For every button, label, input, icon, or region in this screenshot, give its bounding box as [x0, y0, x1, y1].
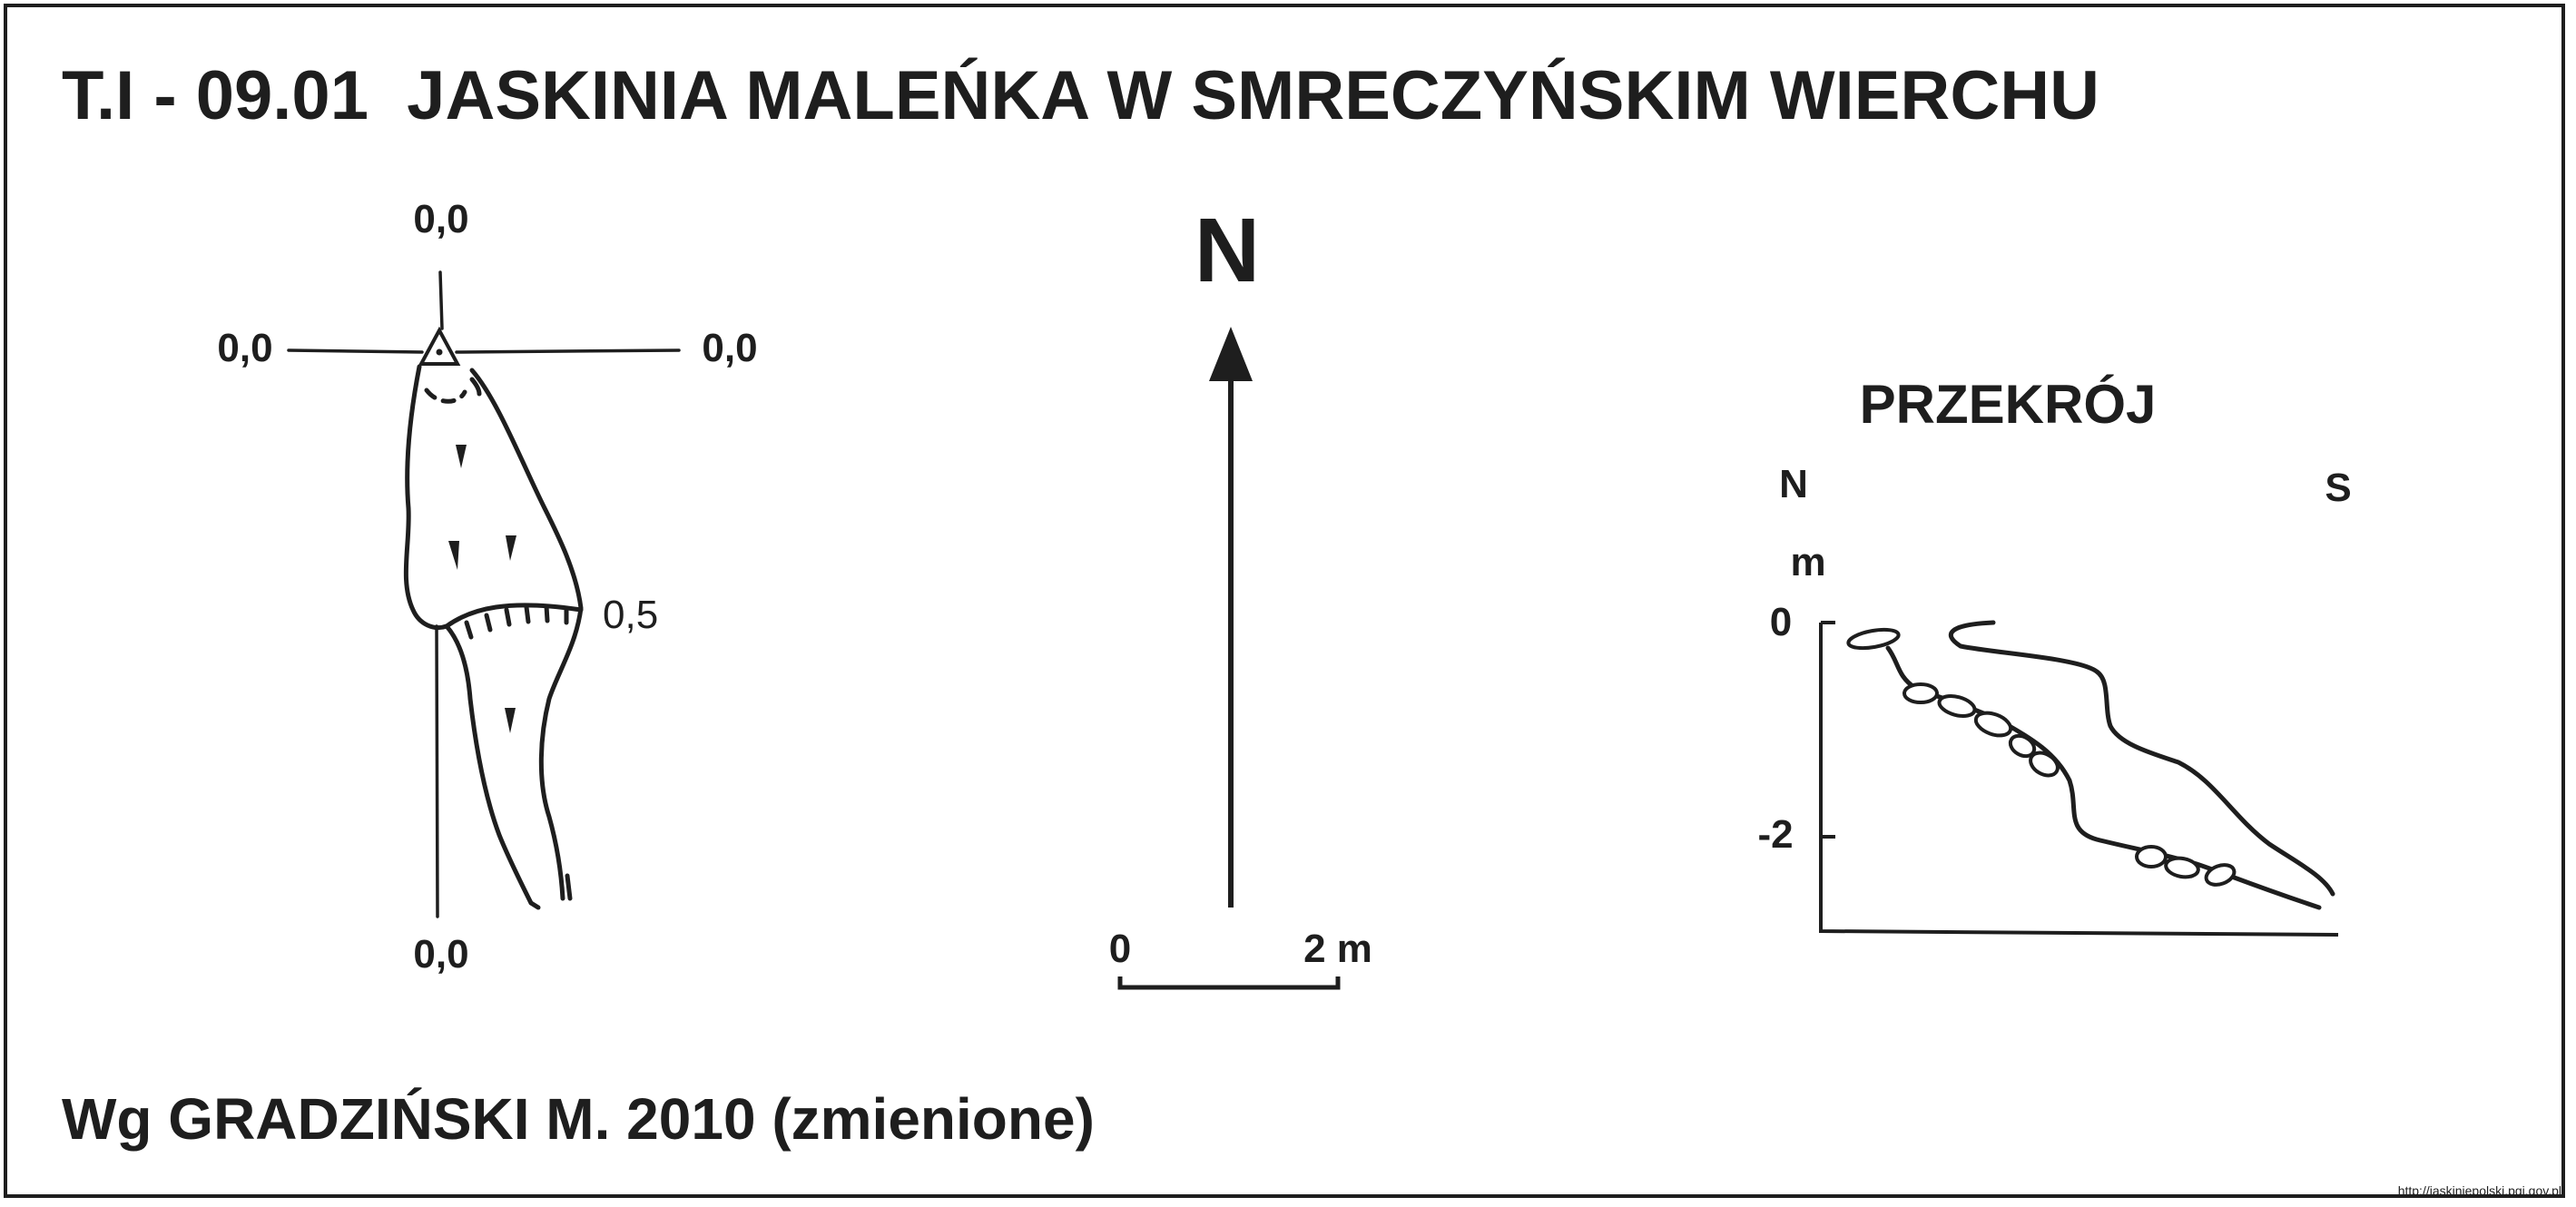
plan-label-top: 0,0	[413, 197, 468, 241]
section-dir-right: S	[2325, 466, 2351, 510]
slope-arrow-icon	[448, 541, 459, 570]
section-axes	[1819, 623, 2339, 937]
plan-label-right: 0,0	[702, 326, 757, 370]
section-boulders	[1846, 627, 2237, 887]
plan-label-left: 0,0	[217, 326, 272, 370]
plan-axis-right	[455, 348, 681, 354]
sheet-border	[4, 4, 2565, 1198]
passage-end-dash-left	[528, 900, 541, 910]
north-arrow: N	[1195, 200, 1260, 908]
entrance-drip-tick	[469, 377, 482, 397]
plan-axis-top	[438, 270, 444, 330]
north-label: N	[1195, 200, 1260, 301]
section-ceiling-line	[1948, 620, 2335, 897]
section-tick-minus2: -2	[1757, 812, 1793, 857]
plan-view: 0,0 0,0 0,0 0,0 0,5	[217, 197, 757, 976]
section-dir-left: N	[1779, 462, 1808, 506]
plan-axis-left	[287, 348, 424, 354]
cross-section: PRZEKRÓJ N S m 0 -2	[1757, 374, 2352, 937]
section-tick-0: 0	[1770, 600, 1792, 644]
passage-end-dash-right	[565, 873, 573, 901]
scale-label-start: 0	[1109, 927, 1131, 971]
plan-label-depth: 0,5	[603, 593, 658, 637]
section-unit: m	[1790, 540, 1825, 584]
survey-station-icon	[418, 326, 461, 366]
scale-label-end: 2 m	[1303, 927, 1372, 971]
slope-arrow-icon	[506, 535, 516, 561]
slope-arrow-icon	[505, 708, 516, 733]
plan-axis-bottom	[435, 624, 439, 918]
scale-bar: 0 2 m	[1109, 927, 1372, 990]
north-arrow-icon	[1209, 327, 1253, 381]
section-title: PRZEKRÓJ	[1860, 374, 2157, 435]
page-title: T.I - 09.01 JASKINIA MALEŃKA W SMRECZYŃS…	[62, 57, 2099, 134]
slope-arrow-icon	[456, 445, 467, 468]
survey-station-dot	[436, 348, 443, 356]
step-hachures	[464, 604, 569, 640]
source-credit: Wg GRADZIŃSKI M. 2010 (zmienione)	[62, 1086, 1095, 1152]
entrance-dripline	[424, 388, 467, 404]
step-line	[444, 603, 584, 629]
plan-label-bottom: 0,0	[413, 932, 468, 976]
scale-bar-line	[1117, 976, 1341, 990]
slope-markers	[448, 445, 516, 733]
cave-wall-right	[469, 368, 584, 901]
source-url: http://jaskiniepolski.pgi.gov.pl	[2397, 1183, 2561, 1198]
